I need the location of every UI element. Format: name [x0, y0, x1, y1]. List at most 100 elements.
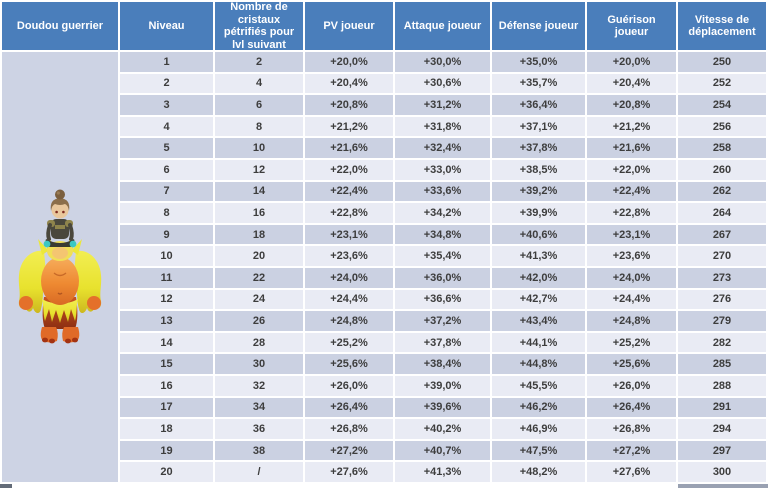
table-cell: +26,0% — [587, 376, 676, 396]
table-cell: +20,0% — [305, 52, 393, 72]
table-cell: +42,0% — [492, 268, 585, 288]
table-cell: 4 — [120, 116, 213, 137]
table-cell: +34,8% — [395, 224, 490, 245]
table-cell: +25,2% — [305, 332, 393, 353]
header-attaque-joueur: Attaque joueur — [395, 2, 490, 50]
table-cell: +41,3% — [395, 462, 490, 482]
table-cell: +27,6% — [305, 462, 393, 482]
table-cell: +40,7% — [395, 440, 490, 461]
table-cell: 5 — [120, 138, 213, 158]
table-cell: 260 — [678, 160, 766, 180]
table-cell: +32,4% — [395, 138, 490, 158]
table-cell: 252 — [678, 73, 766, 94]
table-cell: 24 — [215, 289, 303, 310]
table-cell: +25,6% — [587, 354, 676, 374]
table-cell: +42,7% — [492, 289, 585, 310]
table-cell: +47,5% — [492, 440, 585, 461]
table-cell: +24,8% — [587, 311, 676, 331]
table-bottom-edge — [0, 484, 768, 489]
table-cell: 282 — [678, 332, 766, 353]
table-cell: +48,2% — [492, 462, 585, 482]
table-cell: 22 — [215, 268, 303, 288]
table-cell: +26,8% — [587, 419, 676, 439]
table-cell: 30 — [215, 354, 303, 374]
header-defense-joueur: Défense joueur — [492, 2, 585, 50]
table-cell: +27,2% — [305, 440, 393, 461]
table-cell: +22,8% — [305, 203, 393, 223]
table-cell: +31,8% — [395, 116, 490, 137]
table-cell: +43,4% — [492, 311, 585, 331]
table-cell: +24,0% — [587, 268, 676, 288]
table-cell: 14 — [215, 181, 303, 202]
table-cell: +44,1% — [492, 332, 585, 353]
table-cell: 11 — [120, 268, 213, 288]
table-cell: 254 — [678, 95, 766, 115]
table-cell: 38 — [215, 440, 303, 461]
table-cell: 16 — [215, 203, 303, 223]
table-cell: +20,4% — [305, 73, 393, 94]
table-cell: 270 — [678, 246, 766, 266]
table-cell: +20,0% — [587, 52, 676, 72]
table-cell: +36,6% — [395, 289, 490, 310]
doudou-guerrier-sprite — [18, 189, 102, 344]
header-vitesse-deplacement: Vitesse de déplacement — [678, 2, 766, 50]
table-cell: +21,2% — [587, 116, 676, 137]
table-cell: +37,1% — [492, 116, 585, 137]
table-cell: 6 — [215, 95, 303, 115]
bottom-right-bar — [678, 484, 768, 488]
table-cell: +34,2% — [395, 203, 490, 223]
table-cell: +38,4% — [395, 354, 490, 374]
table-cell: 2 — [215, 52, 303, 72]
table-cell: 1 — [120, 52, 213, 72]
table-cell: 18 — [120, 419, 213, 439]
table-cell: 279 — [678, 311, 766, 331]
table-cell: +21,2% — [305, 116, 393, 137]
table-cell: 26 — [215, 311, 303, 331]
table-cell: +26,8% — [305, 419, 393, 439]
table-cell: 18 — [215, 224, 303, 245]
table-cell: 285 — [678, 354, 766, 374]
table-cell: +22,0% — [587, 160, 676, 180]
table-cell: +37,2% — [395, 311, 490, 331]
table-cell: +39,6% — [395, 397, 490, 418]
header-doudou-guerrier: Doudou guerrier — [2, 2, 118, 50]
table-cell: 20 — [215, 246, 303, 266]
table-cell: 6 — [120, 160, 213, 180]
table-cell: +31,2% — [395, 95, 490, 115]
table-cell: +23,1% — [587, 224, 676, 245]
table-cell: +20,8% — [587, 95, 676, 115]
table-cell: +27,2% — [587, 440, 676, 461]
table-cell: 19 — [120, 440, 213, 461]
table-cell: +22,4% — [305, 181, 393, 202]
table-cell: 28 — [215, 332, 303, 353]
table-cell: +39,0% — [395, 376, 490, 396]
table-cell: +24,4% — [305, 289, 393, 310]
table-cell: +44,8% — [492, 354, 585, 374]
table-cell: 15 — [120, 354, 213, 374]
header-guerison-joueur: Guérison joueur — [587, 2, 676, 50]
table-cell: +23,6% — [587, 246, 676, 266]
table-cell: 20 — [120, 462, 213, 482]
table-cell: / — [215, 462, 303, 482]
table-cell: 12 — [215, 160, 303, 180]
table-cell: +40,6% — [492, 224, 585, 245]
table-cell: 10 — [120, 246, 213, 266]
table-cell: +39,2% — [492, 181, 585, 202]
table-cell: +46,9% — [492, 419, 585, 439]
table-cell: 17 — [120, 397, 213, 418]
table-cell: 7 — [120, 181, 213, 202]
table-cell: +40,2% — [395, 419, 490, 439]
table-cell: +33,6% — [395, 181, 490, 202]
table-cell: +33,0% — [395, 160, 490, 180]
table-cell: 267 — [678, 224, 766, 245]
table-cell: +25,2% — [587, 332, 676, 353]
table-cell: +24,8% — [305, 311, 393, 331]
table-cell: +37,8% — [492, 138, 585, 158]
table-cell: +26,4% — [305, 397, 393, 418]
doudou-guerrier-image-cell — [2, 52, 118, 482]
table-cell: +23,6% — [305, 246, 393, 266]
table-cell: 297 — [678, 440, 766, 461]
header-niveau: Niveau — [120, 2, 213, 50]
table-cell: 8 — [215, 116, 303, 137]
